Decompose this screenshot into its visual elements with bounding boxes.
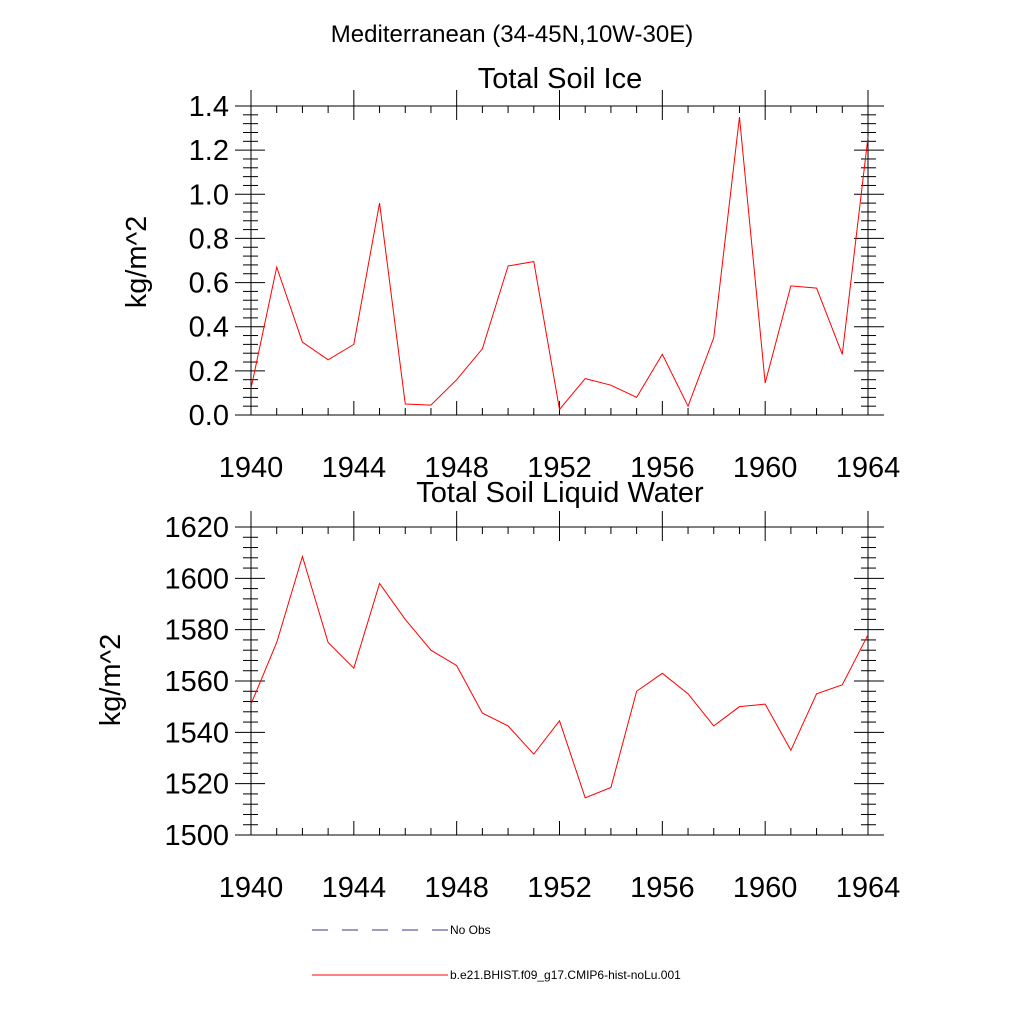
soil-liquid-xtick-label: 1960 <box>733 872 798 904</box>
soil-ice-ytick-label: 1.0 <box>189 179 229 211</box>
soil-liquid-title: Total Soil Liquid Water <box>416 477 704 509</box>
soil-ice-ytick-label: 0.0 <box>189 400 229 432</box>
soil-ice-xtick-label: 1960 <box>733 452 798 484</box>
soil-ice-xtick-label: 1940 <box>219 452 284 484</box>
soil-ice-ytick-label: 1.2 <box>189 135 229 167</box>
soil-ice-ylabel: kg/m^2 <box>121 216 153 309</box>
soil-ice-xtick-label: 1944 <box>322 452 387 484</box>
soil-ice-ticks: 1940 1944 1948 1952 1956 1960 1964 0.0 0.2 0.4 0.6… <box>189 90 901 484</box>
soil-ice-ytick-label: 1.4 <box>189 91 229 123</box>
soil-liquid-ytick-label: 1580 <box>164 615 229 647</box>
soil-liquid-xtick-label: 1940 <box>219 872 284 904</box>
soil-liquid-xtick-label: 1956 <box>630 872 695 904</box>
soil-liquid-ytick-label: 1500 <box>164 820 229 852</box>
soil-liquid-xtick-label: 1964 <box>836 872 901 904</box>
soil-ice-title: Total Soil Ice <box>478 63 642 95</box>
soil-ice-series <box>250 116 869 411</box>
legend-obs-label: No Obs <box>450 923 491 937</box>
soil-ice-xtick-label: 1948 <box>424 452 489 484</box>
legend: No Obs b.e21.BHIST.f09_g17.CMIP6-hist-no… <box>312 923 681 982</box>
soil-liquid-xtick-label: 1952 <box>527 872 592 904</box>
soil-liquid-panel: Total Soil Liquid Water kg/m^2 1940 1944 1… <box>95 477 900 904</box>
soil-liquid-ytick-label: 1520 <box>164 769 229 801</box>
soil-liquid-line <box>250 554 869 799</box>
soil-liquid-plot-frame <box>250 526 869 836</box>
soil-ice-ytick-label: 0.2 <box>189 356 229 388</box>
soil-liquid-series <box>250 554 869 799</box>
soil-liquid-ytick-label: 1600 <box>164 563 229 595</box>
soil-liquid-ytick-label: 1560 <box>164 666 229 698</box>
soil-ice-line <box>250 116 869 411</box>
soil-liquid-ytick-label: 1620 <box>164 512 229 544</box>
soil-ice-xtick-label: 1952 <box>527 452 592 484</box>
legend-model-label: b.e21.BHIST.f09_g17.CMIP6-hist-noLu.001 <box>450 968 681 982</box>
soil-ice-ytick-label: 0.6 <box>189 268 229 300</box>
soil-ice-xtick-label: 1956 <box>630 452 695 484</box>
soil-ice-ytick-label: 0.8 <box>189 223 229 255</box>
figure-title: Mediterranean (34-45N,10W-30E) <box>331 21 693 48</box>
soil-ice-ytick-label: 0.4 <box>189 312 229 344</box>
soil-ice-plot-frame <box>250 105 869 416</box>
soil-liquid-xtick-label: 1944 <box>322 872 387 904</box>
soil-liquid-ticks: 1940 1944 1948 1952 1956 1960 1964 1500 1520 1540… <box>164 511 900 904</box>
soil-ice-xtick-label: 1964 <box>836 452 901 484</box>
soil-ice-panel: Total Soil Ice kg/m^2 1940 1944 1948 1952 19… <box>121 63 900 484</box>
soil-liquid-xtick-label: 1948 <box>424 872 489 904</box>
soil-liquid-ylabel: kg/m^2 <box>95 634 127 727</box>
soil-liquid-ytick-label: 1540 <box>164 717 229 749</box>
